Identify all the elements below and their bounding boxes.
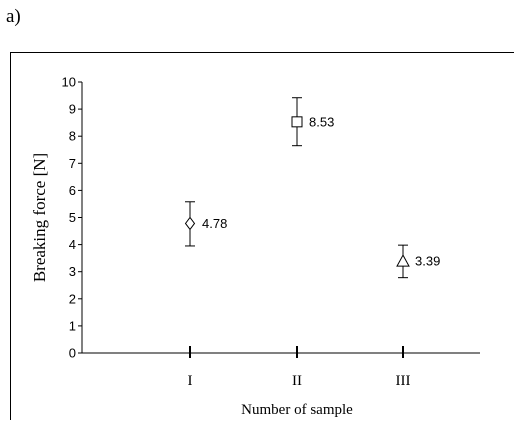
- y-tick-label: 6: [69, 183, 76, 198]
- y-tick-label: 7: [69, 156, 76, 171]
- data-label: 4.78: [202, 216, 227, 231]
- x-tick-label: I: [188, 373, 193, 389]
- data-label: 8.53: [309, 114, 334, 129]
- y-tick-label: 2: [69, 291, 76, 306]
- y-tick-label: 10: [62, 75, 76, 90]
- x-axis-title: Number of sample: [241, 402, 353, 418]
- x-tick-label: II: [292, 373, 302, 389]
- y-tick-label: 8: [69, 129, 76, 144]
- y-axis: 0 1 2 3 4 5 6 7 8 9 10: [62, 75, 83, 361]
- y-axis-title: Breaking force [N]: [30, 153, 49, 282]
- y-tick-label: 3: [69, 264, 76, 279]
- data-marks: 4.78 8.53 3.39: [184, 97, 440, 279]
- y-tick-label: 5: [69, 210, 76, 225]
- data-point-square: [291, 116, 303, 128]
- y-tick-label: 0: [69, 346, 76, 361]
- x-tick-label: III: [396, 373, 411, 389]
- chart-frame: [10, 52, 514, 420]
- data-point-diamond: [184, 216, 196, 231]
- data-point-triangle: [396, 254, 410, 267]
- panel-label: a): [6, 6, 21, 27]
- y-tick-label: 1: [69, 318, 76, 333]
- y-tick-label: 4: [69, 237, 76, 252]
- x-axis: I II III: [82, 346, 480, 389]
- data-label: 3.39: [415, 254, 440, 269]
- y-tick-label: 9: [69, 102, 76, 117]
